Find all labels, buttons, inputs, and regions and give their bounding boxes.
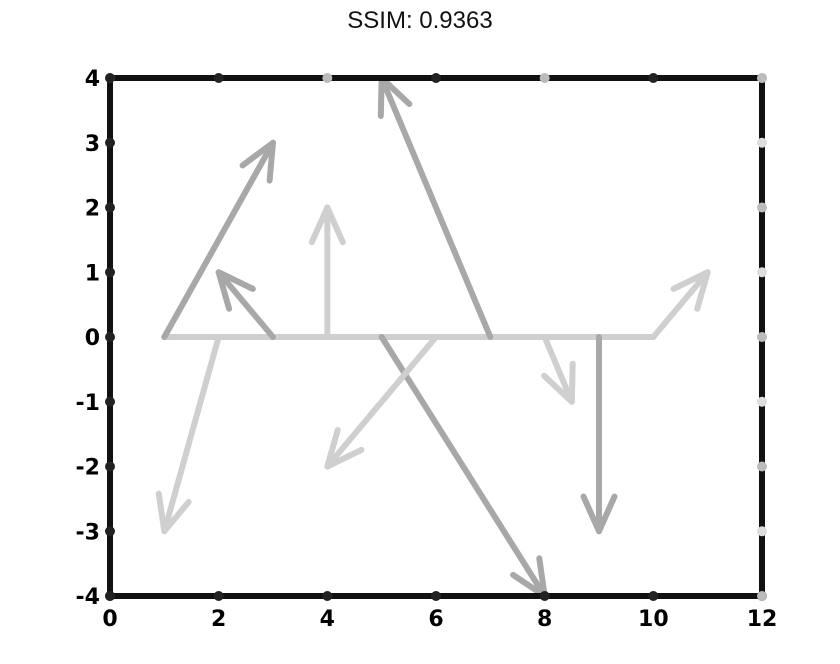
x-tick-mark	[648, 591, 659, 601]
arrow-head	[308, 204, 346, 246]
y-tick-mark	[105, 73, 115, 83]
y-tick-label: -1	[76, 391, 100, 416]
arrow-shaft	[378, 75, 494, 340]
y-tick-mark	[105, 137, 115, 148]
y-tick-label: -4	[76, 585, 100, 610]
arrow-shaft	[161, 334, 222, 535]
quiver-arrow	[580, 334, 618, 535]
y-tick-label: 2	[85, 197, 100, 222]
x-tick-mark	[322, 591, 333, 601]
arrow-head	[510, 555, 548, 599]
x-tick-mark-top	[648, 73, 659, 83]
y-tick-label: 3	[85, 132, 100, 157]
arrow-shaft	[324, 334, 439, 470]
y-tick-mark	[105, 461, 115, 472]
y-tick-label: 4	[85, 67, 100, 92]
arrow-head	[580, 493, 618, 535]
x-tick-mark	[213, 591, 224, 601]
quiver-arrow	[161, 139, 276, 340]
y-tick-mark-right	[757, 591, 767, 601]
x-tick-label: 6	[428, 607, 443, 632]
arrow-shaft	[161, 139, 276, 340]
chart-title: SSIM: 0.9363	[347, 7, 492, 34]
arrow-head	[324, 426, 365, 470]
arrow-shaft	[650, 269, 711, 340]
x-tick-mark-top	[539, 73, 550, 83]
x-tick-label: 2	[211, 607, 226, 632]
y-tick-mark	[105, 332, 115, 342]
y-tick-label: -3	[76, 520, 100, 545]
x-tick-mark	[539, 591, 550, 601]
quiver-arrow	[155, 334, 222, 535]
arrow-head	[155, 490, 192, 535]
y-tick-mark-right	[757, 332, 767, 342]
x-tick-label: 4	[320, 607, 335, 632]
quiver-arrow	[215, 269, 276, 340]
x-tick-mark-top	[322, 73, 333, 83]
quiver-arrow	[541, 334, 576, 405]
x-tick-mark-top	[213, 73, 224, 83]
x-tick-label: 10	[638, 607, 669, 632]
y-tick-mark-right	[757, 202, 767, 213]
y-tick-mark	[105, 202, 115, 213]
y-tick-mark	[105, 591, 115, 601]
arrow-shaft	[378, 334, 548, 599]
y-tick-label: 1	[85, 261, 100, 286]
arrow-head	[670, 269, 711, 312]
y-tick-mark-right	[757, 526, 767, 537]
y-tick-mark	[105, 267, 115, 278]
y-tick-mark-right	[757, 461, 767, 472]
arrow-head	[215, 269, 256, 312]
x-tick-label: 12	[747, 607, 778, 632]
y-tick-mark-right	[757, 396, 767, 407]
x-tick-label: 8	[537, 607, 552, 632]
x-tick-mark	[431, 591, 441, 601]
y-tick-label: -2	[76, 456, 100, 481]
arrow-shaft	[215, 269, 276, 340]
arrow-shaft	[541, 334, 575, 405]
quiver-arrow	[324, 334, 439, 470]
x-tick-mark-top	[431, 73, 441, 83]
quiver-arrow	[377, 75, 494, 340]
y-tick-mark	[105, 396, 115, 407]
y-tick-mark-right	[757, 137, 767, 148]
arrow-head	[239, 139, 276, 184]
y-tick-mark-right	[757, 267, 767, 278]
quiver-arrow	[650, 269, 711, 340]
quiver-arrow	[308, 204, 346, 340]
y-tick-label: 0	[85, 326, 100, 351]
arrow-head	[541, 360, 576, 405]
x-tick-label: 0	[102, 607, 117, 632]
y-tick-mark-right	[757, 73, 767, 83]
plot-area	[155, 75, 711, 599]
y-tick-mark	[105, 526, 115, 537]
